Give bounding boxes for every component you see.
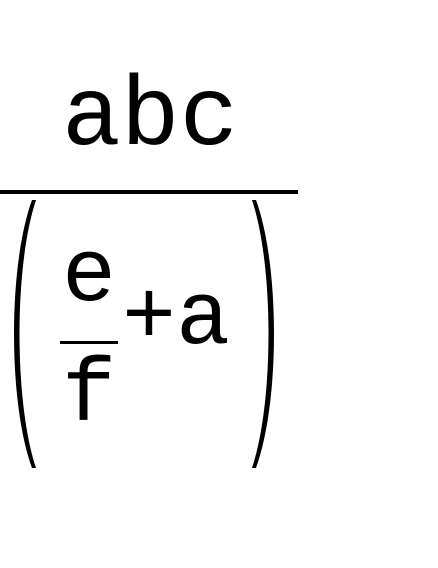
numerator: abc — [62, 63, 239, 174]
inner-denominator: f — [62, 346, 117, 448]
left-parenthesis — [14, 200, 36, 468]
inner-addend: +a — [122, 269, 231, 371]
main-fraction-bar — [0, 190, 298, 194]
inner-fraction-bar — [60, 341, 118, 344]
right-parenthesis — [252, 200, 274, 468]
inner-numerator: e — [62, 226, 117, 328]
